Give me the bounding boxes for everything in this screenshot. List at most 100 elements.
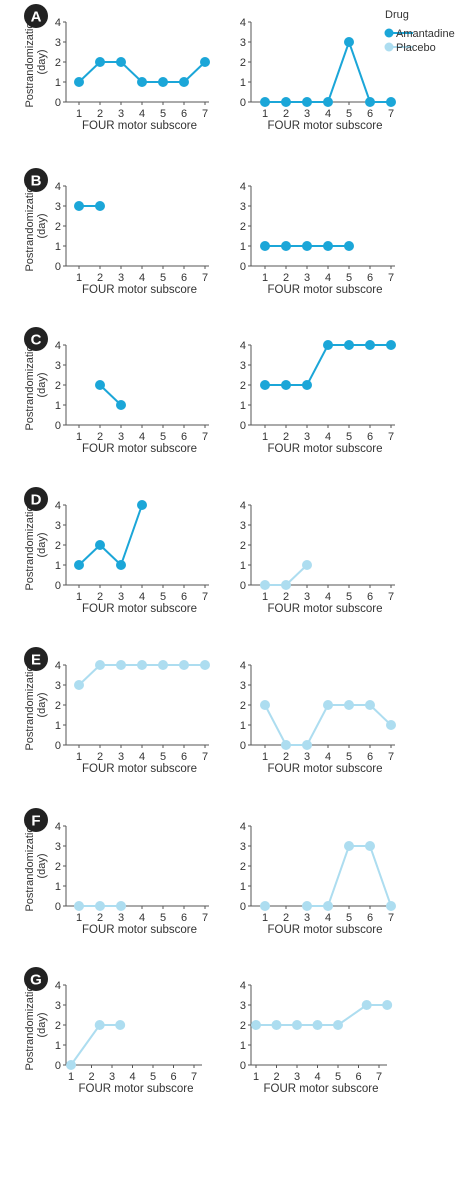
panel-badge-letter: C — [31, 332, 42, 349]
data-point — [260, 380, 270, 390]
x-tick-label: 3 — [304, 591, 310, 603]
x-tick-label: 3 — [118, 272, 124, 284]
data-point — [344, 241, 354, 251]
y-axis-label: Postrandomization(day) — [24, 339, 48, 430]
data-point — [179, 660, 189, 670]
y-tick-label: 2 — [240, 540, 246, 552]
data-point — [302, 97, 312, 107]
data-point — [365, 340, 375, 350]
data-point — [365, 700, 375, 710]
data-point — [281, 380, 291, 390]
y-tick-label: 3 — [55, 520, 61, 532]
x-tick-label: 4 — [325, 108, 331, 120]
panel-badge-circle — [24, 647, 48, 671]
panel-c-right: 0 1 2 3 4 1 2 3 4 5 6 7 FOUR motor subscore — [240, 340, 396, 455]
panel-badge-f: F — [24, 808, 48, 832]
data-point — [74, 201, 84, 211]
x-tick-label: 2 — [97, 272, 103, 284]
y-tick-label: 0 — [240, 97, 246, 109]
x-tick-label: 6 — [367, 272, 373, 284]
data-point — [281, 241, 291, 251]
data-point — [260, 700, 270, 710]
panel-badge-letter: A — [31, 9, 42, 26]
y-tick-label: 0 — [240, 901, 246, 913]
x-tick-label: 5 — [346, 751, 352, 763]
y-tick-label: 4 — [55, 660, 61, 672]
x-tick-label: 6 — [181, 751, 187, 763]
y-tick-label: 1 — [55, 400, 61, 412]
x-tick-label: 5 — [346, 591, 352, 603]
data-point — [251, 1020, 261, 1030]
x-axis-label: FOUR motor subscore — [82, 443, 197, 455]
legend: Drug Amantadine Placebo — [384, 9, 455, 54]
y-tick-label: 2 — [55, 861, 61, 873]
data-point — [365, 841, 375, 851]
data-point — [74, 77, 84, 87]
data-point — [95, 901, 105, 911]
x-axis-label: FOUR motor subscore — [82, 120, 197, 132]
x-tick-label: 7 — [191, 1071, 197, 1083]
x-tick-label: 4 — [314, 1071, 320, 1083]
y-tick-label: 4 — [240, 181, 246, 193]
y-tick-label: 2 — [240, 1020, 246, 1032]
series-line-segment — [327, 41, 350, 103]
data-point — [95, 380, 105, 390]
y-tick-label: 0 — [55, 97, 61, 109]
y-axis-label: Postrandomization(day) — [24, 979, 48, 1070]
data-point — [94, 1020, 105, 1030]
y-tick-label: 0 — [240, 420, 246, 432]
panel-f-left: 0 1 2 3 4 1 2 3 4 5 6 7 FOUR motor subscore Postrando… — [24, 820, 209, 936]
x-axis-label: FOUR motor subscore — [78, 1083, 193, 1095]
x-tick-label: 1 — [76, 272, 82, 284]
data-point — [95, 57, 105, 67]
x-tick-label: 4 — [139, 272, 145, 284]
x-tick-label: 6 — [181, 108, 187, 120]
y-tick-label: 4 — [55, 17, 61, 29]
panel-badge-letter: E — [31, 652, 41, 669]
x-tick-label: 2 — [97, 431, 103, 443]
y-tick-label: 3 — [240, 37, 246, 49]
x-tick-label: 4 — [139, 591, 145, 603]
x-tick-label: 2 — [97, 751, 103, 763]
panel-badge-circle — [24, 967, 48, 991]
y-tick-label: 3 — [55, 841, 61, 853]
data-point — [323, 340, 333, 350]
data-point — [179, 77, 189, 87]
x-tick-label: 1 — [262, 751, 268, 763]
y-tick-label: 3 — [240, 520, 246, 532]
x-tick-label: 3 — [118, 751, 124, 763]
legend-amantadine-label: Amantadine — [396, 28, 455, 40]
panel-badge-a: A — [24, 4, 48, 28]
panel-e-left: 0 1 2 3 4 1 2 3 4 5 6 7 FOUR motor subscore Postrando… — [24, 659, 210, 775]
x-axis-label: FOUR motor subscore — [263, 1083, 378, 1095]
data-point — [386, 901, 396, 911]
data-point — [200, 57, 210, 67]
x-tick-label: 4 — [139, 108, 145, 120]
x-tick-label: 6 — [367, 912, 373, 924]
x-tick-label: 5 — [160, 272, 166, 284]
x-tick-label: 7 — [388, 431, 394, 443]
y-tick-label: 0 — [55, 740, 61, 752]
y-axis-label: Postrandomization(day) — [24, 820, 48, 911]
y-axis-label: Postrandomization(day) — [24, 16, 48, 107]
y-tick-label: 0 — [55, 580, 61, 592]
panel-badge-letter: D — [31, 492, 42, 509]
data-point — [158, 660, 168, 670]
x-tick-label: 5 — [335, 1071, 341, 1083]
y-tick-label: 1 — [240, 400, 246, 412]
data-point — [116, 57, 126, 67]
x-axis-label: FOUR motor subscore — [267, 284, 382, 296]
series-line-segment — [327, 845, 350, 907]
y-tick-label: 4 — [240, 500, 246, 512]
x-tick-label: 6 — [367, 591, 373, 603]
y-axis-label: Postrandomization(day) — [24, 499, 48, 590]
x-tick-label: 4 — [325, 912, 331, 924]
x-tick-label: 7 — [376, 1071, 382, 1083]
panel-badge-circle — [24, 808, 48, 832]
series-line-segment — [306, 704, 329, 746]
x-tick-label: 6 — [181, 272, 187, 284]
x-tick-label: 6 — [170, 1071, 176, 1083]
panel-badge-letter: F — [31, 813, 40, 830]
x-tick-label: 2 — [97, 591, 103, 603]
